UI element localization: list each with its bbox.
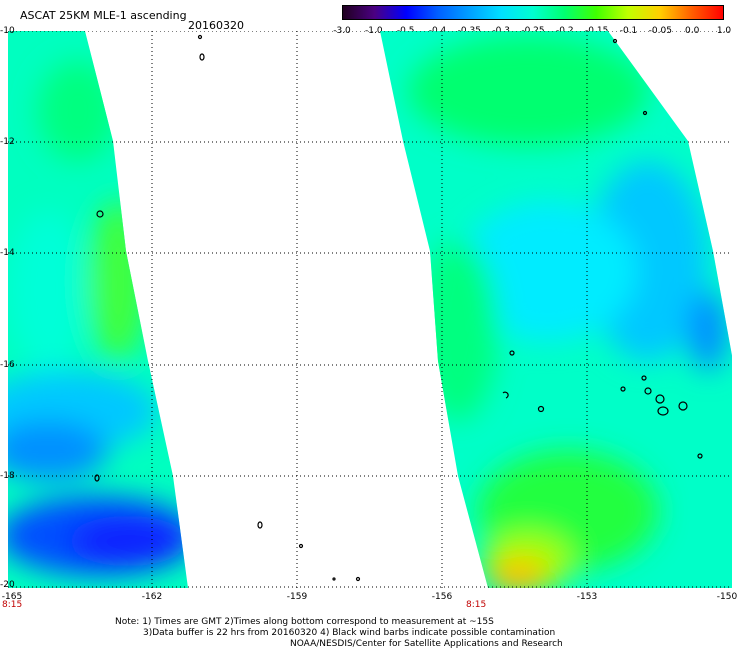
swath-time: 8:15 (2, 600, 23, 610)
colorbar-tick: -1.0 (365, 26, 383, 36)
lat-label: -10 (0, 26, 15, 36)
note-line-1: Note: 1) Times are GMT 2)Times along bot… (115, 617, 494, 627)
right-swath (380, 31, 732, 588)
note-line-3: NOAA/NESDIS/Center for Satellite Applica… (290, 639, 563, 649)
lon-label: -159 (286, 592, 308, 602)
lat-label: -12 (0, 137, 15, 147)
graticule (8, 31, 732, 588)
lon-label: -165 (1, 592, 23, 602)
lon-label: -156 (431, 592, 453, 602)
left-swath (8, 31, 188, 588)
island-outlines (94, 34, 703, 582)
map-plot (8, 31, 732, 588)
lat-label: -14 (0, 248, 15, 258)
map-date: 20160320 (188, 19, 244, 32)
map-title: ASCAT 25KM MLE-1 ascending (20, 9, 187, 22)
lat-label: -18 (0, 471, 15, 481)
lon-label: -162 (141, 592, 163, 602)
colorbar (342, 5, 724, 20)
lon-label: -153 (576, 592, 598, 602)
lat-label: -16 (0, 360, 15, 370)
note-line-2: 3)Data buffer is 22 hrs from 20160320 4)… (143, 628, 556, 638)
colorbar-tick: -3.0 (333, 26, 351, 36)
lon-label: -150 (716, 592, 738, 602)
lat-label: -20 (0, 580, 15, 590)
swath-time: 8:15 (466, 600, 487, 610)
